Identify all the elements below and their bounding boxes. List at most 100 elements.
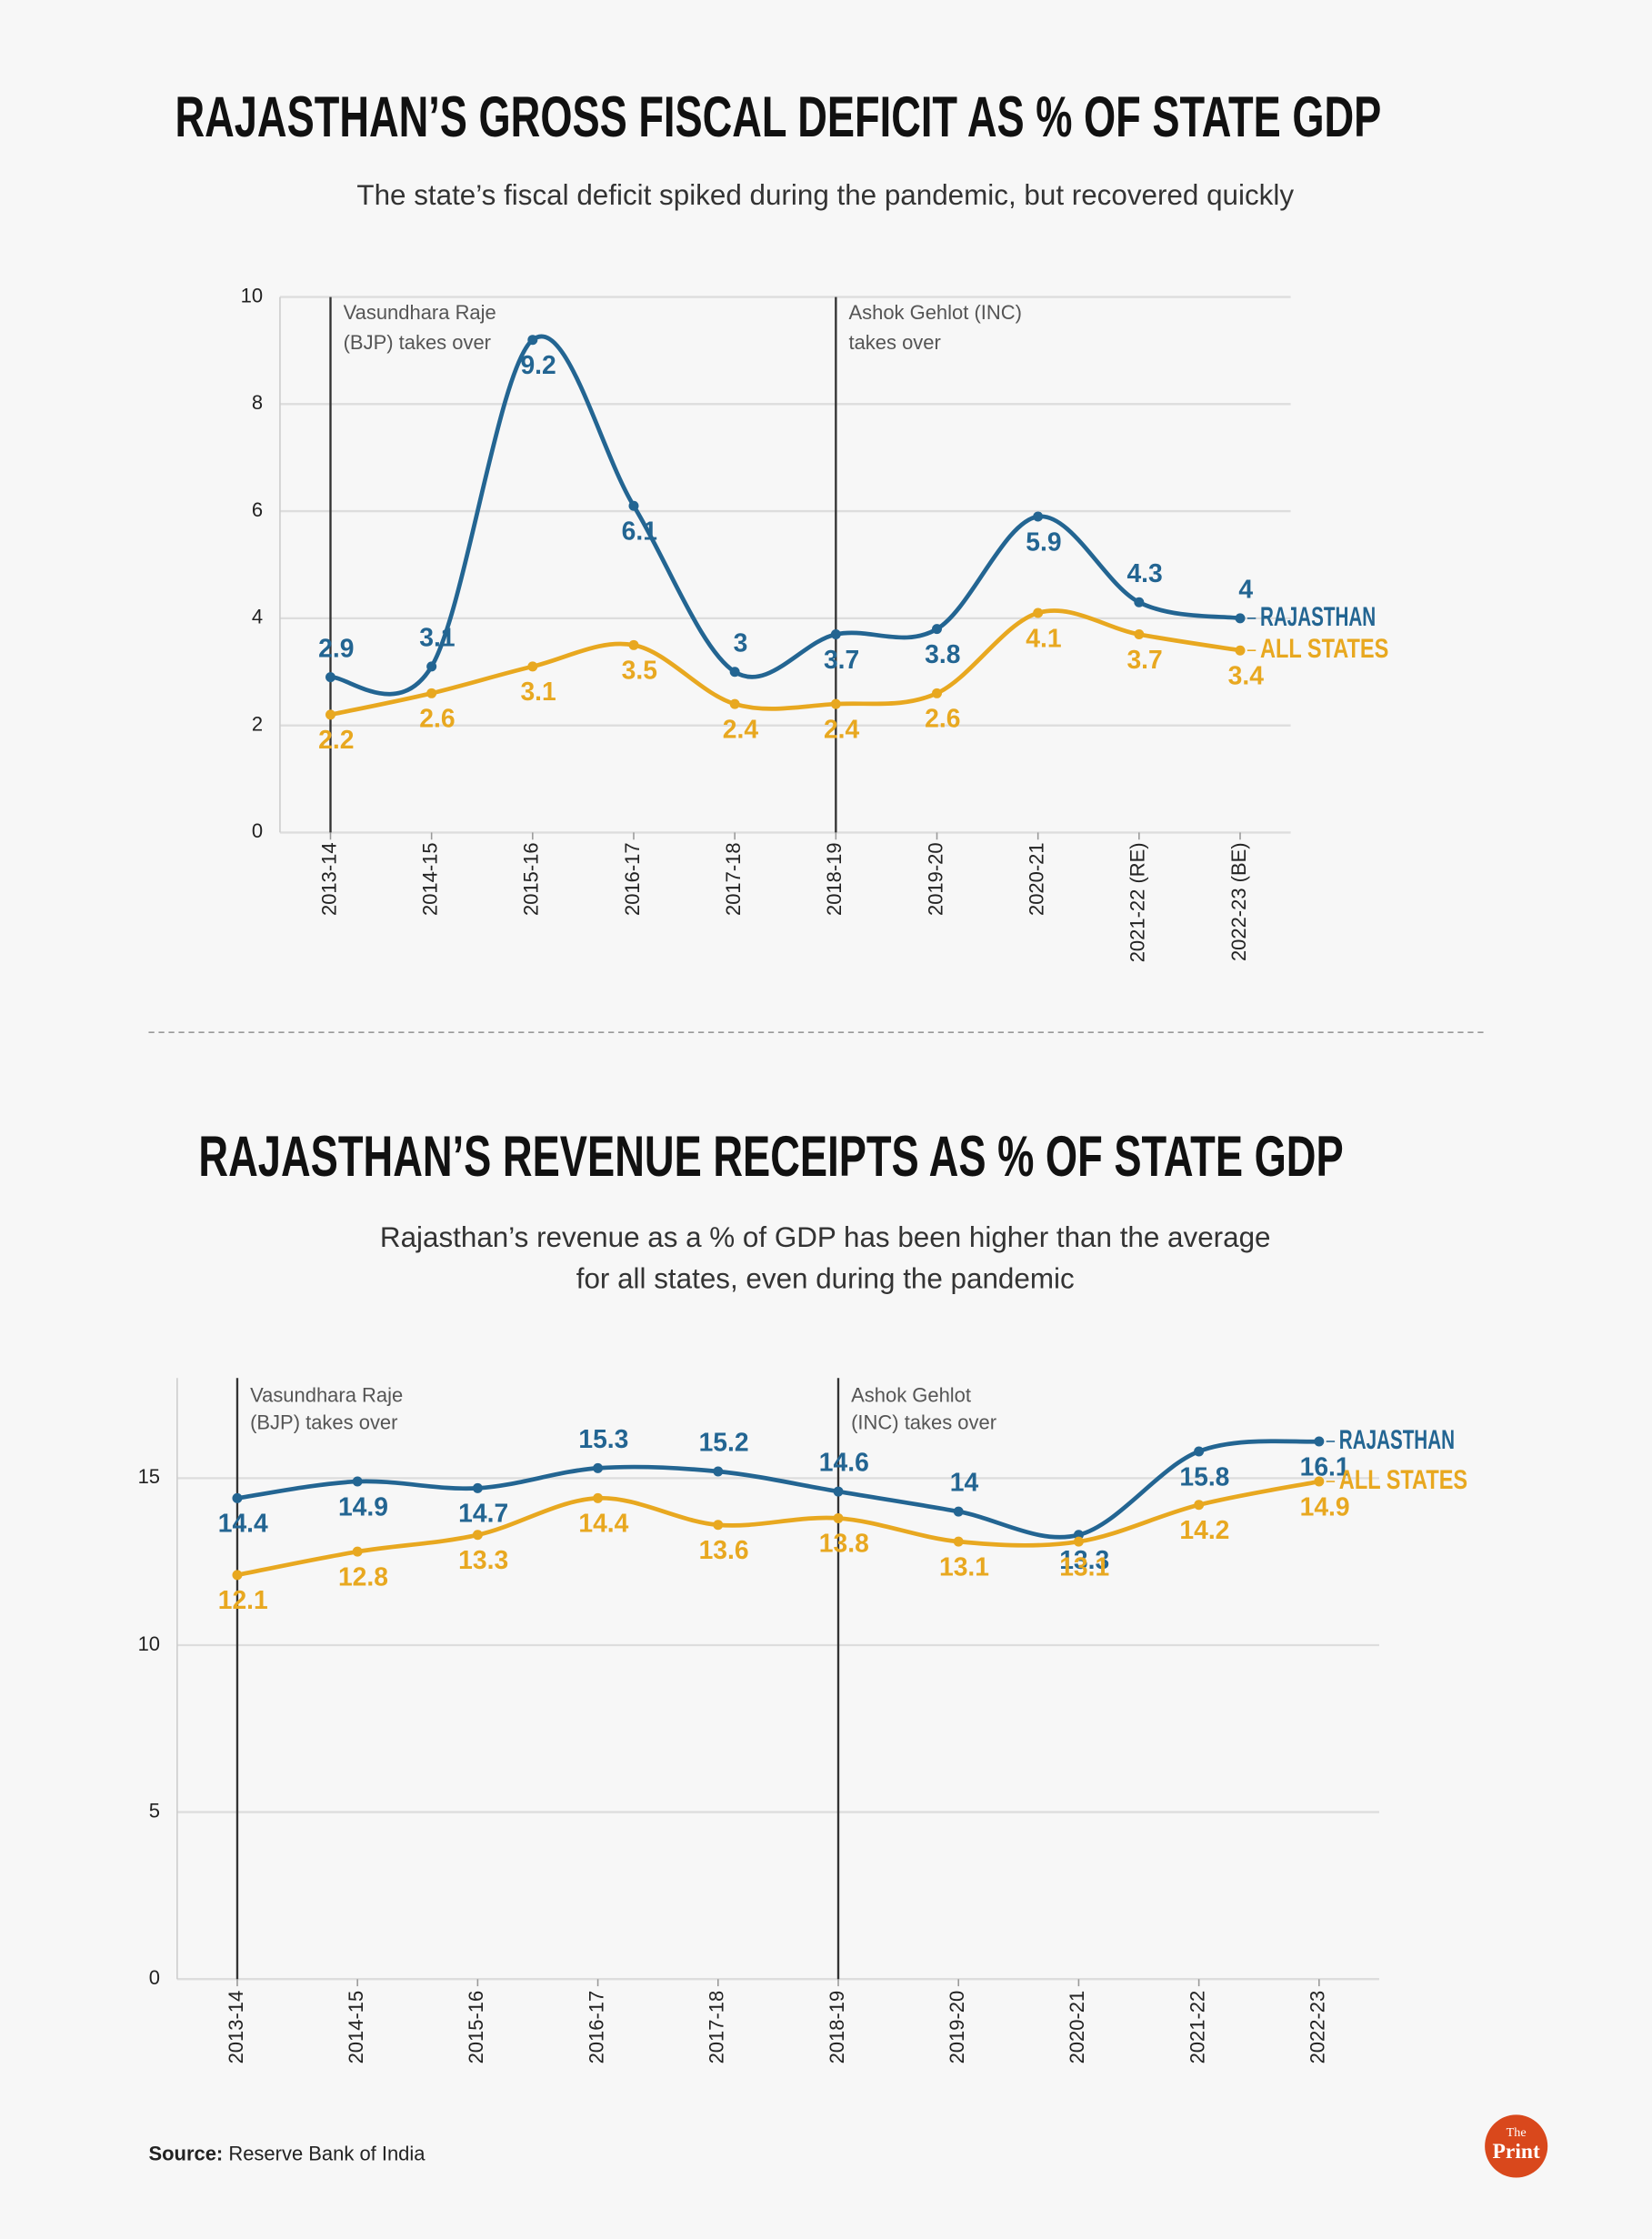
x-tick-label: 2022-23 [1307,1991,1329,2064]
y-tick-label: 6 [252,498,263,521]
data-label: 13.6 [699,1535,749,1564]
source-text: Reserve Bank of India [228,2142,426,2164]
x-tick-label: 2019-20 [946,1991,968,2064]
chart-subtitle: The state’s fiscal deficit spiked during… [356,179,1294,211]
x-tick-label: 2015-16 [520,842,543,916]
data-point [527,335,538,346]
data-point [325,672,335,683]
annotation: Ashok Gehlot [851,1383,971,1406]
chart-title: RAJASTHAN’S REVENUE RECEIPTS AS % OF STA… [198,1125,1343,1189]
x-tick-label: 2021-22 [1186,1991,1208,2064]
data-label: 13.3 [1059,1545,1109,1574]
y-tick-label: 8 [252,391,263,414]
data-label: 2.4 [824,714,860,743]
y-tick-label: 2 [252,712,263,735]
data-point [325,709,335,720]
data-point [1194,1446,1205,1457]
y-tick-label: 5 [149,1799,160,1822]
x-tick-label: 2018-19 [826,1991,848,2064]
legend-label: RAJASTHAN [1260,602,1376,632]
data-point [953,1536,964,1547]
data-label: 14.4 [578,1509,628,1538]
data-point [833,1486,844,1497]
annotation: takes over [848,331,940,354]
x-tick-label: 2016-17 [621,842,644,916]
chart-subtitle: for all states, even during the pandemic [576,1263,1075,1295]
x-tick-label: 2021-22 (RE) [1126,842,1149,962]
data-point [1073,1536,1084,1547]
source-label: Source: [148,2142,223,2164]
data-point [1235,613,1246,624]
chart-title: RAJASTHAN’S GROSS FISCAL DEFICIT AS % OF… [175,85,1382,149]
data-label: 3.7 [824,645,859,674]
data-point [472,1482,483,1493]
data-label: 14.6 [819,1448,869,1477]
data-point [713,1520,724,1531]
legend-label: ALL STATES [1260,634,1388,664]
annotation: (BJP) takes over [344,331,491,354]
data-label: 14 [950,1468,979,1497]
data-label: 3 [734,628,748,657]
data-point [628,639,639,650]
data-label: 2.4 [723,714,759,743]
data-point [1314,1436,1325,1447]
data-point [593,1492,604,1503]
annotation: (BJP) takes over [250,1411,397,1433]
data-label: 3.1 [419,623,455,652]
data-label: 15.8 [1179,1461,1229,1491]
data-label: 14.2 [1179,1515,1229,1544]
data-point [729,667,740,678]
data-point [1134,629,1145,640]
data-point [713,1466,724,1477]
data-label: 2.6 [419,704,455,733]
data-label: 16.1 [1300,1451,1350,1481]
data-label: 3.7 [1126,645,1162,674]
data-label: 13.8 [819,1529,869,1558]
data-point [932,688,942,698]
data-label: 2.6 [925,704,960,733]
x-tick-label: 2014-15 [418,842,441,916]
data-label: 3.8 [925,639,960,668]
x-tick-label: 2020-21 [1025,842,1047,916]
data-label: 4.1 [1026,623,1061,652]
data-point [593,1462,604,1473]
data-point [830,629,841,640]
x-tick-label: 2018-19 [823,842,846,916]
annotation: Ashok Gehlot (INC) [848,301,1021,324]
data-point [833,1512,844,1523]
data-label: 3.4 [1228,661,1265,690]
chart-subtitle: Rajasthan’s revenue as a % of GDP has be… [380,1221,1271,1253]
source: Source: Reserve Bank of India [148,2142,426,2164]
data-label: 5.9 [1026,527,1061,556]
data-label: 14.7 [458,1499,508,1528]
data-label: 14.9 [338,1491,388,1521]
legend-label: ALL STATES [1339,1465,1467,1495]
data-label: 13.1 [939,1551,989,1581]
data-point [1134,597,1145,607]
data-label: 9.2 [520,350,556,379]
data-point [953,1506,964,1517]
data-point [1314,1476,1325,1487]
data-label: 2.2 [318,725,354,754]
data-point [932,624,942,635]
data-label: 15.2 [699,1428,749,1457]
logo-text: The [1507,2125,1527,2140]
annotation: (INC) takes over [851,1411,996,1433]
x-tick-label: 2013-14 [225,1991,247,2064]
data-point [426,688,437,698]
logo [1485,2114,1548,2178]
x-tick-label: 2015-16 [465,1991,487,2064]
series-line [330,608,1241,718]
data-label: 15.3 [578,1424,628,1453]
data-point [729,698,740,709]
y-tick-label: 4 [252,606,263,628]
x-tick-label: 2017-18 [722,842,745,916]
data-label: 3.5 [622,656,657,685]
x-tick-label: 2016-17 [585,1991,607,2064]
data-point [527,661,538,672]
x-tick-label: 2017-18 [706,1991,728,2064]
y-tick-label: 0 [149,1966,160,1989]
data-point [426,661,437,672]
